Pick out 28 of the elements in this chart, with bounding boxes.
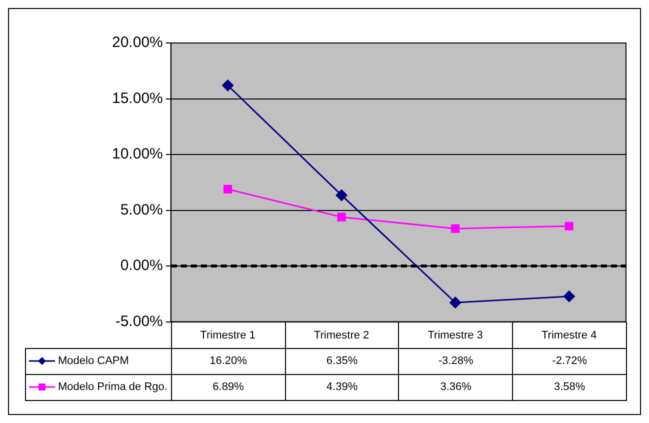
point [450, 296, 462, 308]
data-label: 6.35% [285, 348, 399, 374]
y-tick-label: 15.00% [112, 90, 163, 107]
data-label: 4.39% [285, 374, 399, 400]
point [563, 290, 575, 302]
point [451, 224, 460, 233]
point [564, 222, 574, 230]
legend-label: Modelo CAPM [58, 355, 129, 367]
legend-label: Modelo Prima de Rgo. [58, 381, 168, 393]
point [337, 212, 346, 222]
point [222, 80, 234, 92]
point [223, 184, 232, 194]
y-tick-label: 10.00% [112, 146, 163, 163]
data-label: 3.36% [398, 374, 513, 400]
data-label: -2.72% [512, 348, 626, 374]
x-tick-label: Trimestre 1 [200, 329, 256, 342]
y-tick-label: 0.00% [120, 257, 163, 274]
x-tick-label: Trimestre 4 [542, 329, 597, 342]
data-label: -3.28% [398, 348, 513, 374]
data-label: 3.58% [512, 374, 626, 400]
y-tick-label: -5.00% [115, 312, 163, 330]
x-tick-label: Trimestre 3 [428, 329, 483, 342]
y-tick-label: 20.00% [112, 34, 163, 52]
data-label: 16.20% [171, 348, 286, 374]
x-tick-label: Trimestre 2 [314, 329, 370, 342]
point [336, 189, 348, 201]
data-label: 6.89% [171, 374, 286, 400]
y-tick-label: 5.00% [120, 201, 163, 218]
